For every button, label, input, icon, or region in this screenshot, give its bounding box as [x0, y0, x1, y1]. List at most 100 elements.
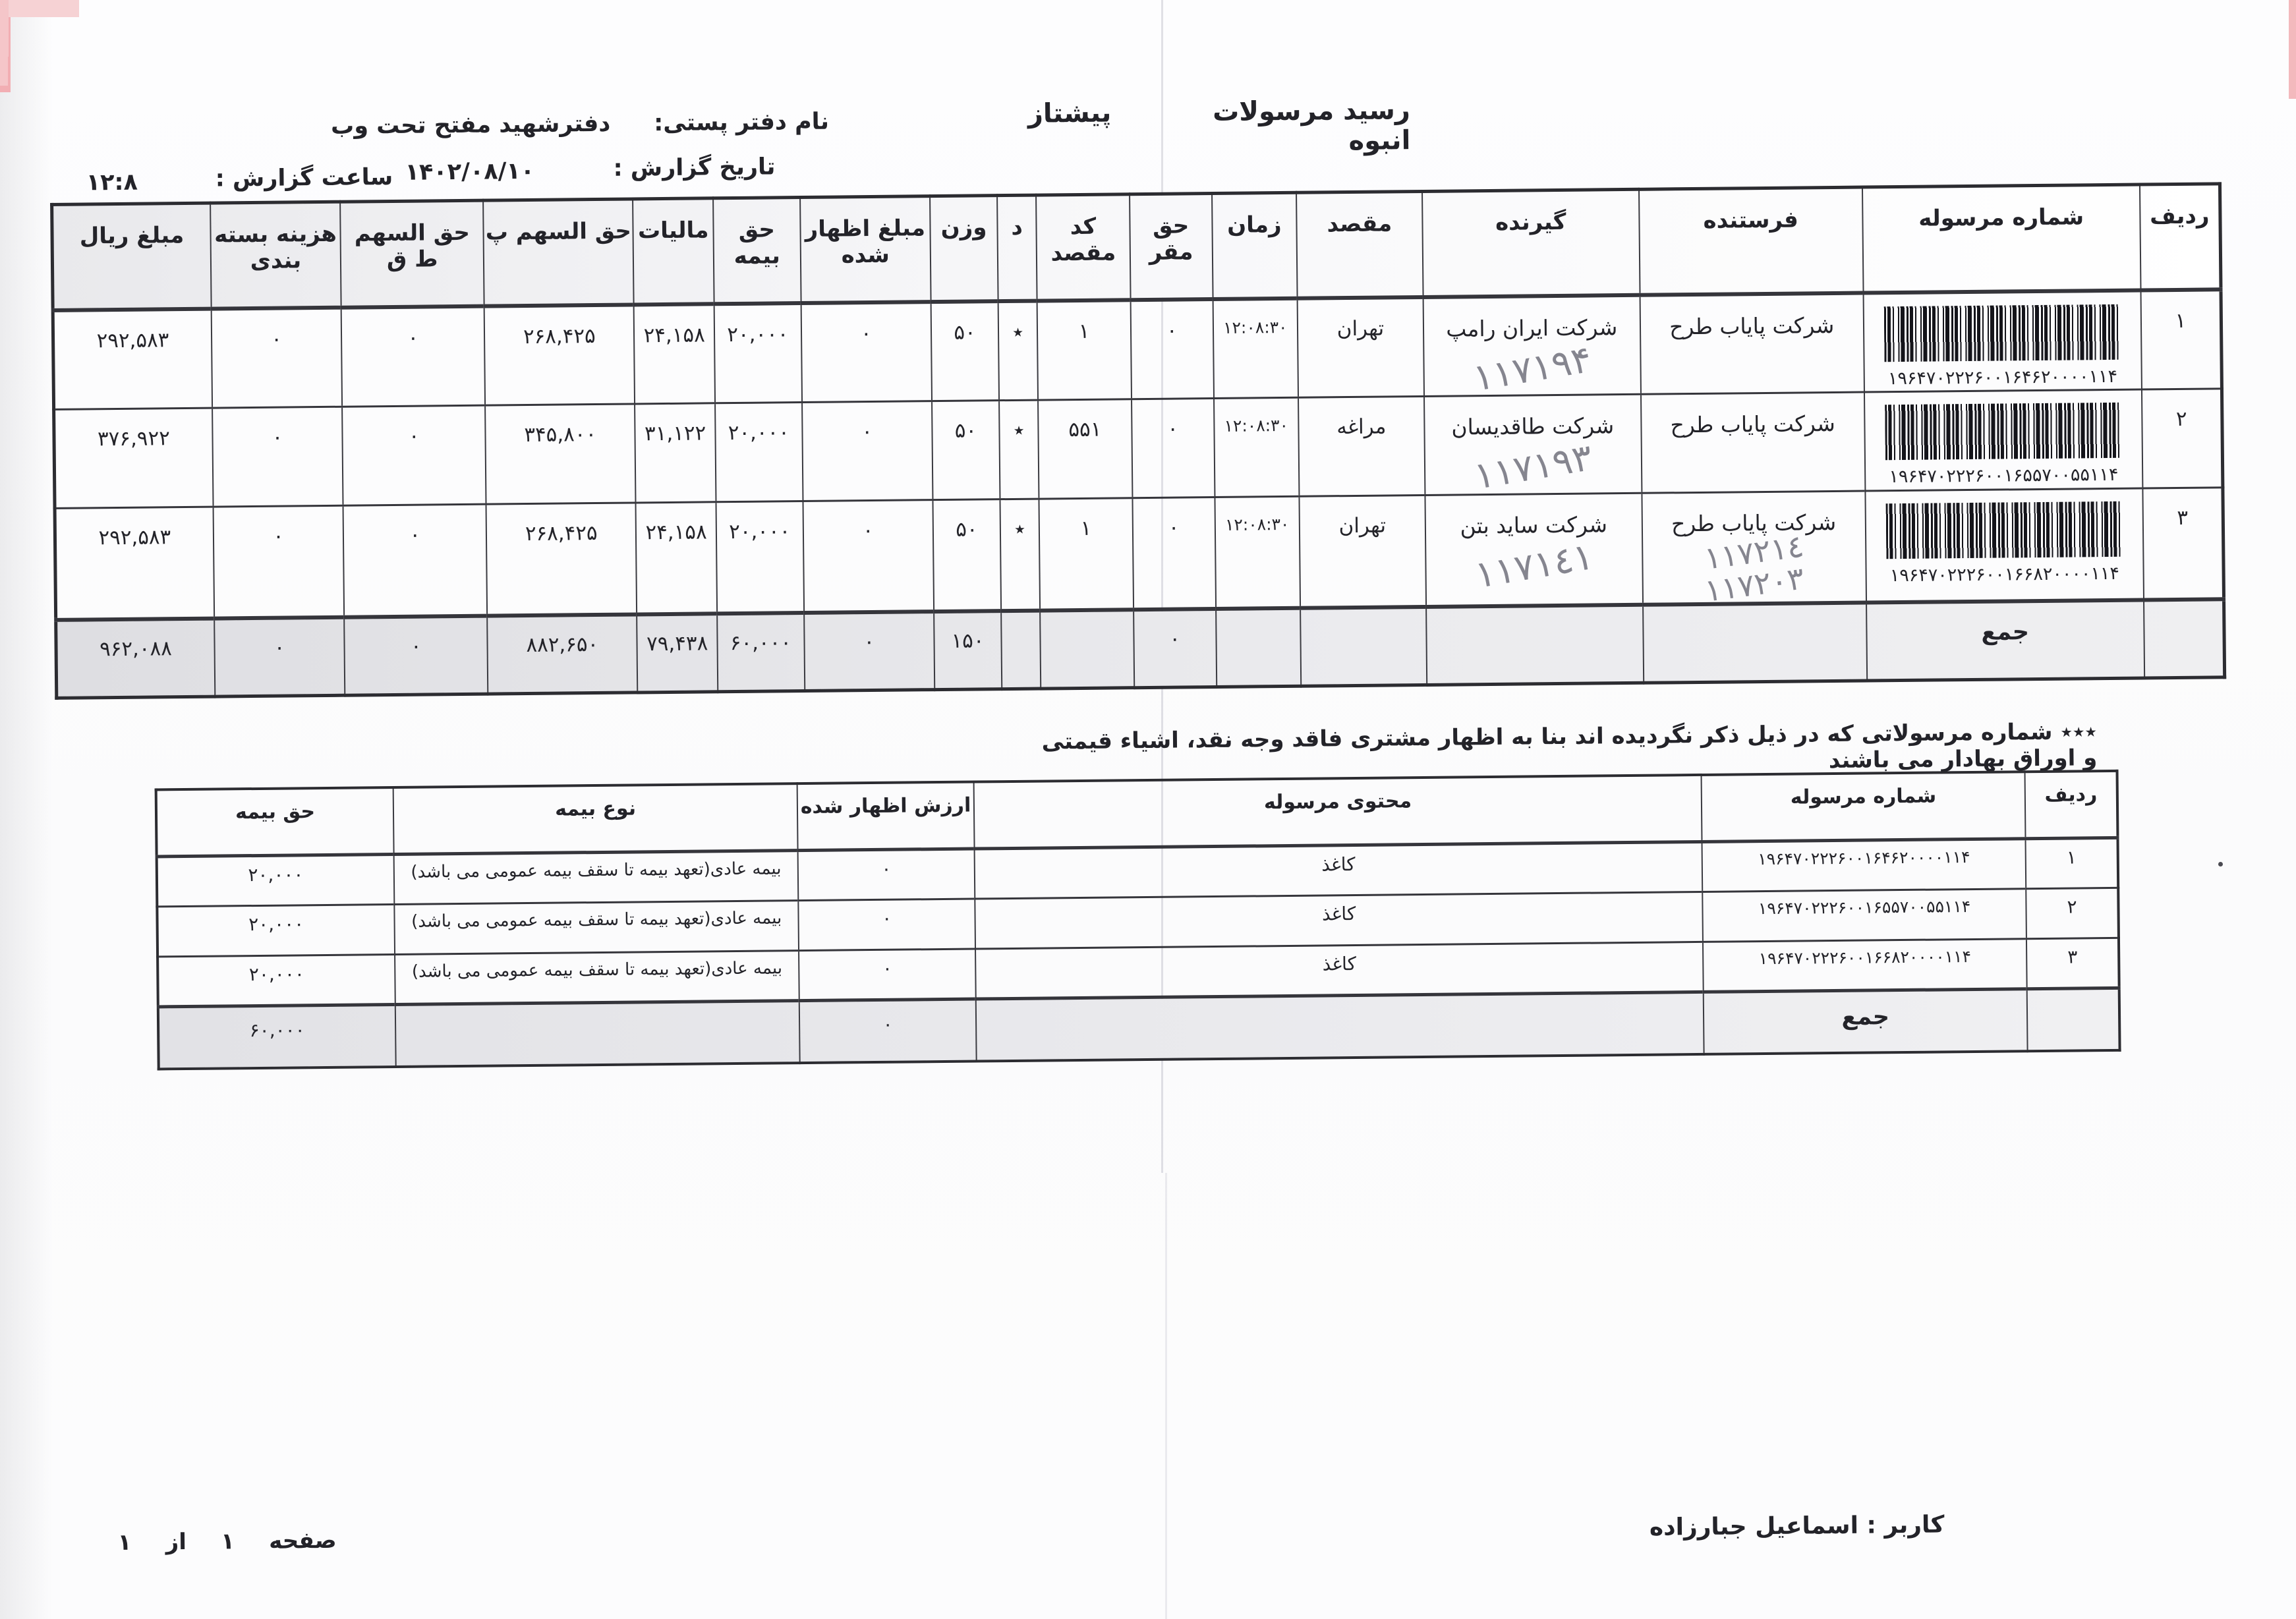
total-declared-value: ۰ — [799, 999, 977, 1063]
paper-fold-line — [1161, 0, 1163, 1173]
col-d: د — [997, 195, 1037, 302]
cell-parcel-content: کاغذ — [974, 841, 1703, 899]
cell-declared-amount: ۰ — [803, 499, 934, 613]
title-main: رسید مرسولات انبوه — [1212, 95, 1411, 157]
handwritten-number: ۱۱۷۱۹۴ — [1470, 337, 1595, 396]
total-seat-fee: ۰ — [1133, 609, 1217, 688]
cell-tax: ۲۴,۱۵۸ — [635, 501, 718, 615]
barcode — [1885, 501, 2123, 559]
col-weight: وزن — [930, 195, 998, 302]
col-packing-cost: هزینه بسته بندی — [210, 202, 341, 309]
cell-destination: مراغه — [1298, 395, 1425, 496]
cell-parcel-content: کاغذ — [975, 892, 1704, 950]
col-tax: مالیات — [633, 198, 714, 305]
total-amount-rial: ۹۶۲,۰۸۸ — [55, 618, 215, 698]
col-share-p: حق السهم پ — [483, 198, 634, 306]
parcels-table: ردیف شماره مرسوله فرستنده گیرنده مقصد زم… — [50, 182, 2227, 700]
cell-row-number: ۳ — [2026, 938, 2119, 989]
col-time: زمان — [1211, 192, 1298, 300]
cell-destination: تهران — [1297, 297, 1424, 397]
cell-insurance-type: بیمه عادی(تعهد بیمه تا سقف بیمه عمومی می… — [394, 900, 799, 955]
scan-artifact — [0, 0, 79, 17]
cell-empty — [395, 1000, 800, 1067]
cell-parcel-content: کاغذ — [975, 942, 1704, 1000]
post-office-line: نام دفتر پستی: دفترشهید مفتح تحت وب — [331, 109, 829, 140]
cell-tax: ۳۱,۱۲۲ — [635, 403, 716, 503]
cell-share-tq: ۰ — [342, 405, 486, 505]
handwritten-number: ۱۱۷۱٤۱ — [1472, 534, 1597, 597]
cell-time: ۱۲:۰۸:۳۰ — [1215, 496, 1301, 610]
total-weight: ۱۵۰ — [934, 611, 1002, 690]
parcels-table-header: ردیف شماره مرسوله فرستنده گیرنده مقصد زم… — [51, 183, 2222, 310]
total-insurance-fee: ۶۰,۰۰۰ — [158, 1004, 396, 1069]
of-word: از — [165, 1529, 187, 1556]
report-date-value: ۱۴۰۲/۰۸/۱۰ — [405, 157, 535, 186]
col-tracking-number: شماره مرسوله — [1701, 772, 2026, 842]
insurance-table: ردیف شماره مرسوله محتوی مرسوله ارزش اظها… — [154, 769, 2121, 1070]
cell-d: ٭ — [998, 300, 1039, 401]
cell-receiver: شرکت ایران رامپ ۱۱۷۱۹۴ — [1423, 295, 1641, 396]
page-indicator: صفحه ۱ از ۱ — [117, 1527, 336, 1556]
cell-tax: ۲۴,۱۵۸ — [633, 304, 716, 404]
col-row-number: ردیف — [2139, 183, 2222, 291]
cell-empty — [1001, 610, 1041, 689]
col-amount-rial: مبلغ ریال — [51, 203, 212, 310]
cell-destination-code: ۵۵۱ — [1038, 399, 1133, 499]
cell-row-number: ۱ — [2025, 838, 2119, 889]
cell-seat-fee: ۰ — [1132, 497, 1216, 610]
tracking-number: ۱۹۶۴۷۰۲۲۲۶۰۰۱۶۶۸۲۰۰۰۰۱۱۴ — [1889, 563, 2120, 586]
cell-weight: ۵۰ — [932, 400, 1000, 500]
post-office-value: دفترشهید مفتح تحت وب — [330, 110, 611, 140]
cell-share-tq: ۰ — [341, 306, 486, 407]
cell-declared-value: ۰ — [799, 949, 976, 1001]
cell-tracking: ۱۹۶۴۷۰۲۲۲۶۰۰۱۶۶۸۲۰۰۰۰۱۱۴ — [1865, 488, 2144, 603]
cell-insurance-fee: ۲۰,۰۰۰ — [714, 303, 802, 403]
col-insurance-type: نوع بیمه — [393, 783, 798, 855]
cell-declared-amount: ۰ — [801, 302, 933, 403]
total-packing-cost: ۰ — [214, 617, 345, 696]
cell-insurance-fee: ۲۰,۰۰۰ — [157, 904, 395, 957]
cell-tracking: ۱۹۶۴۷۰۲۲۲۶۰۰۱۶۴۶۲۰۰۰۰۱۱۴ — [1863, 290, 2142, 392]
cell-insurance-fee: ۲۰,۰۰۰ — [716, 501, 804, 614]
total-share-tq: ۰ — [344, 615, 488, 696]
col-destination-code: کد مقصد — [1036, 194, 1131, 301]
scan-speck — [2218, 862, 2223, 866]
cell-declared-amount: ۰ — [801, 401, 933, 501]
tracking-number: ۱۹۶۴۷۰۲۲۲۶۰۰۱۶۵۵۷۰۰۵۵۱۱۴ — [1889, 464, 2119, 487]
cell-time: ۱۲:۰۸:۳۰ — [1213, 298, 1298, 399]
cell-empty — [2026, 988, 2120, 1051]
cell-insurance-fee: ۲۰,۰۰۰ — [715, 402, 803, 502]
cell-weight: ۵۰ — [933, 499, 1002, 612]
page-word: صفحه — [268, 1527, 337, 1554]
cell-sender: شرکت پایاب طرح ۱۱۷۲۱٤ ۱۱۷۲۰۳ — [1642, 490, 1866, 606]
col-insurance-fee: حق بیمه — [156, 787, 394, 857]
cell-receiver: شرکت طاقدیسان ۱۱۷۱۹۳ — [1423, 393, 1642, 495]
cell-amount-rial: ۲۹۲,۵۸۳ — [55, 506, 214, 621]
total-label: جمع — [1866, 600, 2144, 681]
paper-fold-line — [1165, 1173, 1167, 1619]
col-sender: فرستنده — [1638, 187, 1864, 295]
cell-sender: شرکت پایاب طرح — [1640, 391, 1866, 493]
cell-share-p: ۲۶۸,۴۲۵ — [486, 502, 637, 616]
page-number: ۱ — [220, 1528, 235, 1555]
barcode — [1885, 402, 2122, 460]
cell-seat-fee: ۰ — [1131, 398, 1215, 498]
cell-empty — [1215, 608, 1302, 687]
total-declared-amount: ۰ — [803, 611, 935, 691]
pages-total: ۱ — [117, 1529, 132, 1556]
cell-share-p: ۳۴۵,۸۰۰ — [485, 403, 636, 504]
cell-insurance-type: بیمه عادی(تعهد بیمه تا سقف بیمه عمومی می… — [395, 950, 799, 1005]
user-line: کاربر : اسماعیل جبارزاده — [1649, 1511, 1945, 1541]
document-title: رسید مرسولات انبوه پیشتاز — [1028, 95, 1411, 159]
cell-d: ٭ — [999, 399, 1039, 499]
cell-tracking: ۱۹۶۴۷۰۲۲۲۶۰۰۱۶۵۵۷۰۰۵۵۱۱۴ — [1864, 389, 2143, 491]
cell-time: ۱۲:۰۸:۳۰ — [1213, 397, 1300, 497]
cell-share-p: ۲۶۸,۴۲۵ — [484, 304, 635, 405]
cell-empty — [1040, 610, 1134, 689]
cell-tracking: ۱۹۶۴۷۰۲۲۲۶۰۰۱۶۴۶۲۰۰۰۰۱۱۴ — [1702, 838, 2026, 892]
cell-declared-value: ۰ — [797, 849, 975, 901]
total-tax: ۷۹,۴۳۸ — [637, 613, 718, 693]
cell-insurance-fee: ۲۰,۰۰۰ — [156, 854, 395, 907]
col-receiver: گیرنده — [1421, 189, 1640, 297]
